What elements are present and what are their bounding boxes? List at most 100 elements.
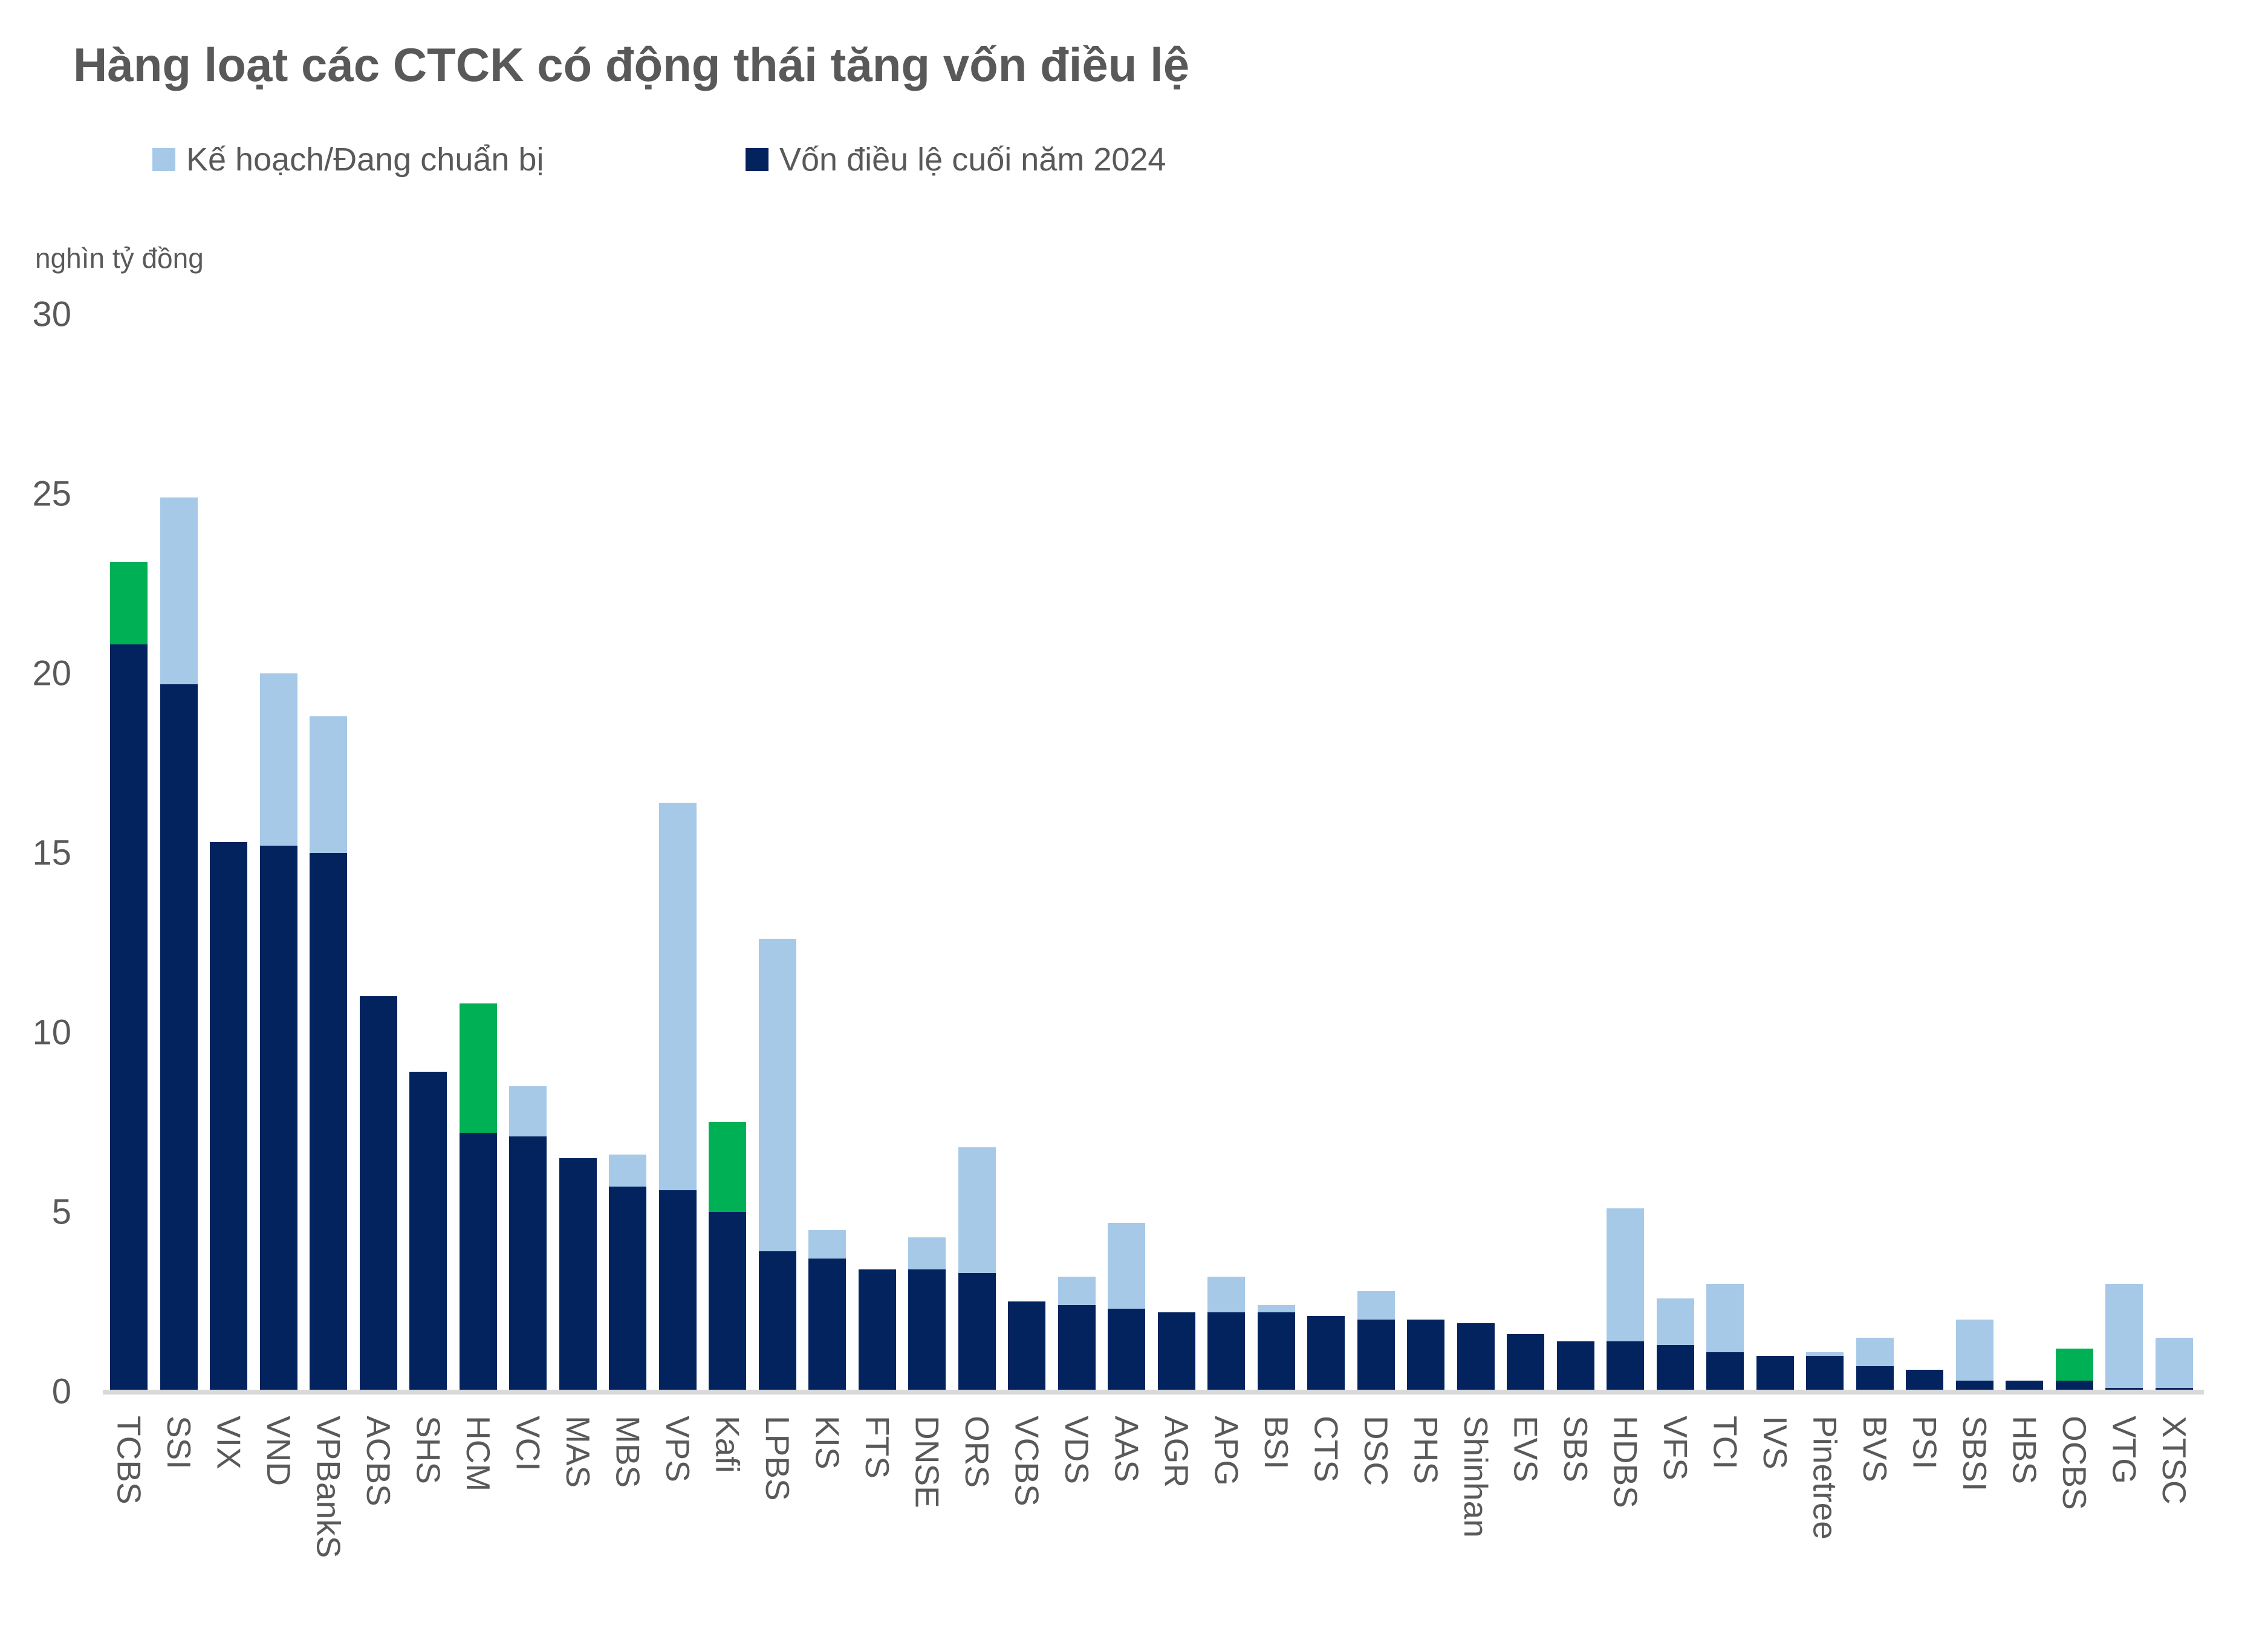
bar-segment-FTS-charter	[858, 1269, 896, 1392]
y-axis-tick-label: 20	[32, 653, 71, 693]
x-axis-label-AAS: AAS	[1108, 1416, 1146, 1483]
bar-segment-SBSI-charter	[1955, 1381, 1993, 1392]
bar-segment-EVS-charter	[1507, 1333, 1544, 1392]
bar-segment-SBSI-plan	[1955, 1320, 1993, 1381]
bar-segment-Pinetree-plan	[1806, 1352, 1844, 1356]
bar-segment-VCI-plan	[509, 1086, 547, 1137]
bar-segment-DSC-charter	[1357, 1320, 1395, 1392]
y-axis-tick-label: 0	[51, 1372, 71, 1411]
x-axis-label-VTG: VTG	[2105, 1416, 2143, 1485]
bar-segment-TCBS-green	[110, 562, 148, 645]
bar-segment-DSC-plan	[1357, 1291, 1395, 1320]
x-axis-label-HBS: HBS	[2006, 1416, 2044, 1485]
x-axis-label-Kafi: Kafi	[709, 1416, 747, 1473]
bar-segment-PHS-charter	[1407, 1320, 1444, 1392]
bar-segment-BVS-charter	[1856, 1366, 1894, 1392]
bar-segment-VCI-charter	[509, 1136, 547, 1392]
x-axis-label-TCI: TCI	[1706, 1416, 1744, 1469]
bar-segment-SSI-charter	[160, 684, 198, 1392]
bar-segment-SBS-charter	[1556, 1341, 1594, 1392]
bar-segment-ORS-plan	[958, 1147, 996, 1273]
x-axis-line	[103, 1390, 2204, 1395]
bar-segment-BSI-charter	[1257, 1312, 1295, 1392]
x-axis-label-Pinetree: Pinetree	[1806, 1416, 1844, 1540]
legend-swatch-charter-capital	[746, 148, 768, 171]
x-axis-label-MAS: MAS	[559, 1416, 597, 1488]
legend-label-plan: Kế hoạch/Đang chuẩn bị	[186, 141, 544, 178]
x-axis-label-TCBS: TCBS	[110, 1416, 148, 1505]
bar-segment-SSI-plan	[160, 497, 198, 684]
x-axis-label-PSI: PSI	[1906, 1416, 1944, 1469]
x-axis-label-VCBS: VCBS	[1008, 1416, 1046, 1506]
x-axis-label-VFS: VFS	[1657, 1416, 1694, 1480]
bar-segment-Pinetree-charter	[1806, 1355, 1844, 1392]
x-axis-label-OCBS: OCBS	[2056, 1416, 2093, 1510]
bar-segment-KIS-plan	[808, 1230, 846, 1259]
bar-segment-APG-charter	[1207, 1312, 1245, 1392]
x-axis-label-HDBS: HDBS	[1607, 1416, 1645, 1508]
bar-segment-TCBS-charter	[110, 644, 148, 1392]
legend-label-charter-capital: Vốn điều lệ cuối năm 2024	[779, 141, 1166, 178]
bar-segment-VDS-charter	[1058, 1305, 1096, 1392]
legend-item-charter-capital: Vốn điều lệ cuối năm 2024	[746, 140, 1166, 179]
bar-segment-HDBS-plan	[1607, 1208, 1644, 1341]
bar-segment-LPBS-plan	[758, 939, 796, 1252]
bar-segment-Kafi-charter	[709, 1211, 746, 1392]
x-axis-label-BVS: BVS	[1856, 1416, 1894, 1483]
x-axis-label-EVS: EVS	[1507, 1416, 1545, 1483]
bar-segment-VCBS-charter	[1008, 1301, 1045, 1392]
bar-segment-BSI-plan	[1257, 1305, 1295, 1313]
x-axis-label-BSI: BSI	[1258, 1416, 1295, 1469]
x-axis-label-APG: APG	[1207, 1416, 1246, 1486]
bar-segment-BVS-plan	[1856, 1337, 1894, 1367]
bar-segment-VPBankS-charter	[310, 852, 347, 1392]
bar-segment-HDBS-charter	[1607, 1341, 1644, 1392]
x-axis-label-AGR: AGR	[1158, 1416, 1195, 1488]
legend-item-plan: Kế hoạch/Đang chuẩn bị	[152, 140, 544, 179]
bar-segment-TCI-charter	[1706, 1352, 1744, 1392]
bar-segment-DNSE-charter	[908, 1269, 946, 1392]
bar-segment-APG-plan	[1207, 1276, 1245, 1313]
bar-segment-LPBS-charter	[758, 1251, 796, 1392]
bar-segment-KIS-charter	[808, 1259, 846, 1392]
x-axis-label-VCI: VCI	[509, 1416, 547, 1471]
x-axis-label-PHS: PHS	[1407, 1416, 1445, 1485]
x-axis-label-VPBankS: VPBankS	[310, 1416, 348, 1558]
x-axis-label-VDS: VDS	[1058, 1416, 1096, 1485]
bar-segment-ACBS-charter	[359, 996, 397, 1392]
x-axis-label-KIS: KIS	[808, 1416, 846, 1469]
x-axis-label-DNSE: DNSE	[908, 1416, 946, 1508]
bar-segment-CTS-charter	[1307, 1316, 1345, 1392]
bar-segment-AAS-plan	[1108, 1222, 1145, 1309]
bar-segment-Kafi-green	[709, 1122, 746, 1212]
y-axis-tick-label: 5	[51, 1192, 71, 1232]
x-axis-label-Shinhan: Shinhan	[1457, 1416, 1495, 1538]
x-axis-label-SBS: SBS	[1557, 1416, 1594, 1483]
bar-segment-OCBS-charter	[2055, 1381, 2093, 1392]
chart-title: Hàng loạt các CTCK có động thái tăng vốn…	[73, 38, 1190, 91]
bar-segment-HCM-green	[459, 1003, 497, 1133]
bar-segment-VDS-plan	[1058, 1276, 1096, 1306]
bar-segment-MBS-plan	[609, 1154, 646, 1187]
x-axis-label-ORS: ORS	[958, 1416, 996, 1488]
x-axis-label-ACBS: ACBS	[360, 1416, 397, 1506]
x-axis-label-DSC: DSC	[1357, 1416, 1395, 1486]
y-axis-unit-label: nghìn tỷ đồng	[35, 242, 204, 274]
bar-segment-VPBankS-plan	[310, 716, 347, 853]
y-axis-tick-label: 25	[32, 474, 71, 514]
bar-segment-HCM-charter	[459, 1133, 497, 1392]
y-axis-tick-label: 30	[32, 294, 71, 334]
bar-segment-VTG-plan	[2105, 1283, 2143, 1388]
x-axis-label-FTS: FTS	[859, 1416, 896, 1479]
bar-segment-VFS-charter	[1656, 1344, 1694, 1392]
bar-segment-HBS-charter	[2006, 1381, 2043, 1392]
bar-segment-SHS-charter	[409, 1072, 447, 1392]
bar-segment-XTSC-plan	[2155, 1337, 2193, 1388]
bar-segment-Shinhan-charter	[1457, 1323, 1495, 1392]
x-axis-label-IVS: IVS	[1756, 1416, 1794, 1469]
bar-segment-MAS-charter	[559, 1158, 597, 1392]
x-axis-label-MBS: MBS	[609, 1416, 647, 1488]
bar-segment-AAS-charter	[1108, 1309, 1145, 1392]
bar-segment-MBS-charter	[609, 1187, 646, 1392]
